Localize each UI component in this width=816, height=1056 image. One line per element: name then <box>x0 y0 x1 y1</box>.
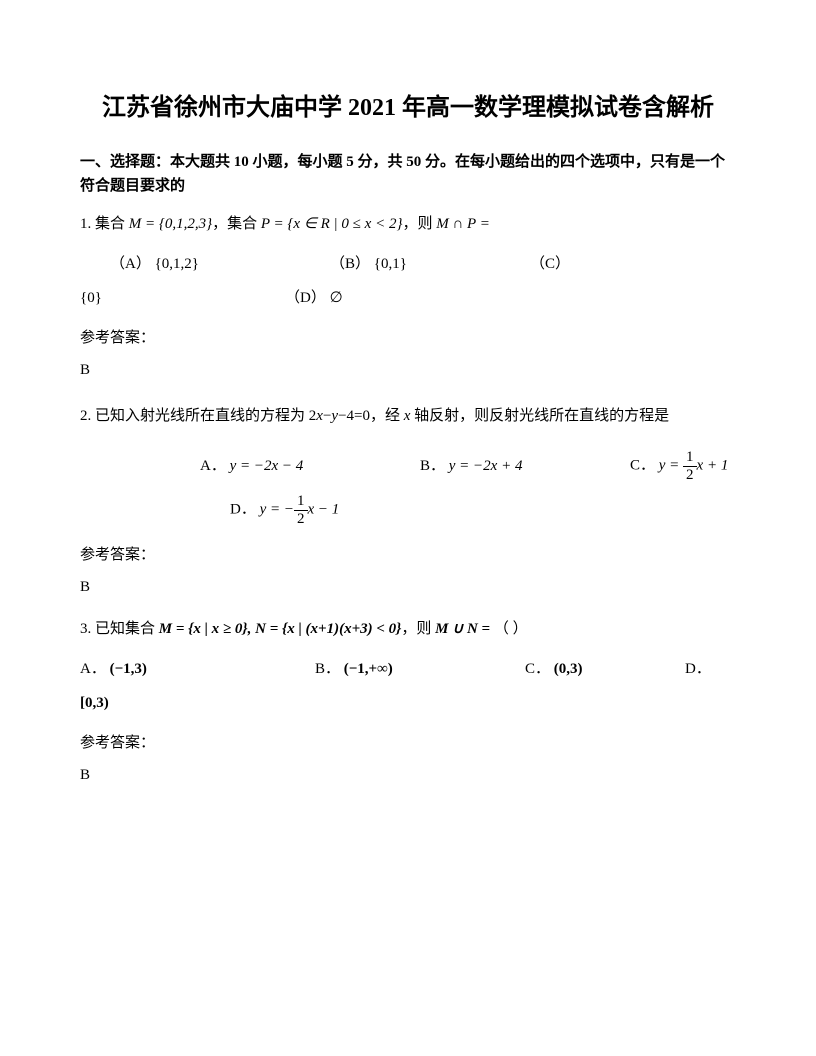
q3-opt-c-label: C． <box>525 661 550 677</box>
q3-opt-a-val: (−1,3) <box>110 661 147 677</box>
q1-opt-d-label: （D） <box>285 290 326 306</box>
q2-d-num: 1 <box>294 493 308 511</box>
q2-c-den: 2 <box>683 467 697 484</box>
q1-options-row1: （A） {0,1,2} （B） {0,1} （C） <box>110 252 736 276</box>
q2-opt-c-prefix: y = <box>659 457 683 473</box>
q3-set-mn: M = {x | x ≥ 0}, N = {x | (x+1)(x+3) < 0… <box>159 621 402 637</box>
q2-c-num: 1 <box>683 449 697 467</box>
q3-opt-a-label: A． <box>80 661 106 677</box>
q2-opt-a-val: y = −2x − 4 <box>230 458 304 474</box>
q3-p1: 3. 已知集合 <box>80 621 159 637</box>
q1-opt-c-label: （C） <box>530 256 570 272</box>
q3-expr: M ∪ N = <box>435 621 490 637</box>
question-1: 1. 集合 M = {0,1,2,3}，集合 P = {x ∈ R | 0 ≤ … <box>80 212 736 382</box>
q2-opt-d-suffix: x − 1 <box>308 501 340 517</box>
q3-answer-label: 参考答案： <box>80 731 736 755</box>
q1-option-c: （C） <box>530 252 630 276</box>
q1-opt-a-val: {0,1,2} <box>155 256 199 272</box>
q3-paren: （ ） <box>494 621 528 637</box>
q2-option-a: A． y = −2x − 4 <box>200 454 420 478</box>
q3-option-b: B． (−1,+∞) <box>315 657 525 681</box>
q1-opt-b-label: （B） <box>330 256 370 272</box>
q1-set-m: M = {0,1,2,3} <box>129 216 212 232</box>
q3-option-d-row2: [0,3) <box>80 691 736 715</box>
q3-p2: ，则 <box>401 621 435 637</box>
q2-opt-d-prefix: y = − <box>260 501 294 517</box>
q1-options-row2: {0} （D） ∅ <box>80 286 736 310</box>
q1-expr: M ∩ P = <box>436 216 490 232</box>
q2-p1e: −4=0，经 <box>338 408 404 424</box>
q3-opt-d-label: D． <box>685 661 711 677</box>
q3-option-d: D． <box>685 657 711 681</box>
q1-option-d: （D） ∅ <box>285 286 343 310</box>
q3-opt-b-val: (−1,+∞) <box>344 661 393 677</box>
q1-opt-d-val: ∅ <box>330 290 343 306</box>
q1-opt-c-val: {0} <box>80 290 102 306</box>
q2-opt-a-label: A． <box>200 458 226 474</box>
q2-option-d: D． y = −12x − 1 <box>230 493 339 527</box>
q1-set-p: P = {x ∈ R | 0 ≤ x < 2} <box>261 216 403 232</box>
exam-title: 江苏省徐州市大庙中学 2021 年高一数学理模拟试卷含解析 <box>80 90 736 126</box>
q1-option-b: （B） {0,1} <box>330 252 530 276</box>
q3-text: 3. 已知集合 M = {x | x ≥ 0}, N = {x | (x+1)(… <box>80 617 736 641</box>
question-3: 3. 已知集合 M = {x | x ≥ 0}, N = {x | (x+1)(… <box>80 617 736 787</box>
q3-options-row1: A． (−1,3) B． (−1,+∞) C． (0,3) D． <box>80 657 736 681</box>
q2-opt-c-label: C． <box>630 457 655 473</box>
q1-answer-label: 参考答案： <box>80 326 736 350</box>
q2-option-b: B． y = −2x + 4 <box>420 454 630 478</box>
q3-opt-d-val: [0,3) <box>80 695 109 711</box>
q1-opt-b-val: {0,1} <box>374 256 407 272</box>
q2-p1b: x <box>316 408 323 424</box>
q2-opt-c-suffix: x + 1 <box>697 457 729 473</box>
q1-text: 1. 集合 M = {0,1,2,3}，集合 P = {x ∈ R | 0 ≤ … <box>80 212 736 236</box>
q1-p3: ，则 <box>402 216 436 232</box>
section-header: 一、选择题：本大题共 10 小题，每小题 5 分，共 50 分。在每小题给出的四… <box>80 150 736 198</box>
q1-p2: ，集合 <box>212 216 261 232</box>
q2-p1: 2. 已知入射光线所在直线的方程为 2 <box>80 408 316 424</box>
q2-d-den: 2 <box>294 511 308 528</box>
q3-option-c: C． (0,3) <box>525 657 685 681</box>
q2-p1g: 轴反射，则反射光线所在直线的方程是 <box>410 408 669 424</box>
q1-p1: 1. 集合 <box>80 216 129 232</box>
q2-text: 2. 已知入射光线所在直线的方程为 2x−y−4=0，经 x 轴反射，则反射光线… <box>80 400 736 433</box>
q2-answer: B <box>80 575 736 599</box>
q2-options-row1: A． y = −2x − 4 B． y = −2x + 4 C． y = 12x… <box>200 449 736 483</box>
q2-opt-d-label: D． <box>230 501 256 517</box>
q3-answer: B <box>80 763 736 787</box>
question-2: 2. 已知入射光线所在直线的方程为 2x−y−4=0，经 x 轴反射，则反射光线… <box>80 400 736 599</box>
q1-option-c-val: {0} <box>80 286 285 310</box>
q3-opt-c-val: (0,3) <box>554 661 583 677</box>
q2-opt-b-val: y = −2x + 4 <box>449 458 523 474</box>
q2-opt-c-frac: 12 <box>683 449 697 483</box>
q2-answer-label: 参考答案： <box>80 543 736 567</box>
q2-opt-b-label: B． <box>420 458 445 474</box>
q3-opt-b-label: B． <box>315 661 340 677</box>
q2-options-row2: D． y = −12x − 1 <box>230 493 736 527</box>
q1-answer: B <box>80 358 736 382</box>
q2-option-c: C． y = 12x + 1 <box>630 449 728 483</box>
q1-option-a: （A） {0,1,2} <box>110 252 330 276</box>
q3-option-a: A． (−1,3) <box>80 657 315 681</box>
q1-opt-a-label: （A） <box>110 256 151 272</box>
q2-opt-d-frac: 12 <box>294 493 308 527</box>
